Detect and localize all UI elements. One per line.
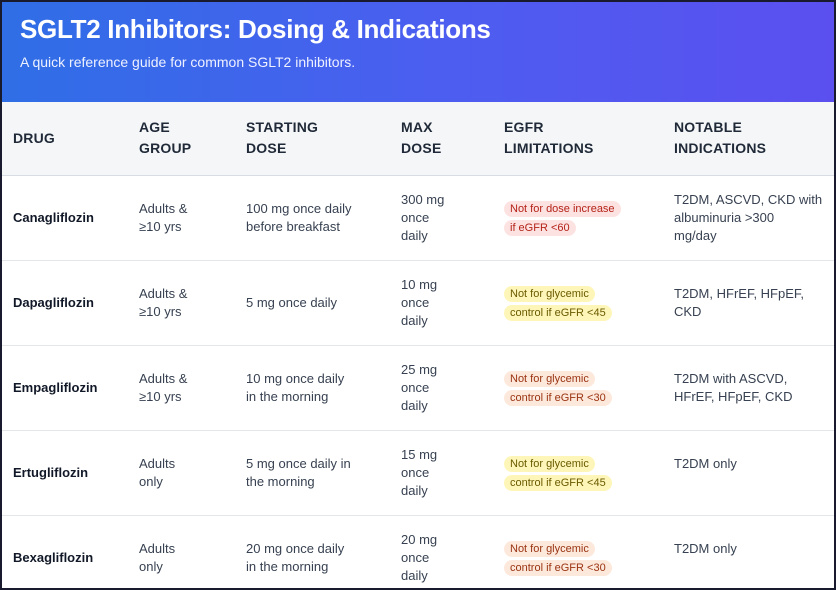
dosing-table: DRUG AGE GROUP STARTING DOSE MAX DOSE EGFR L… [2,102,834,588]
column-header-drug: DRUG [13,129,56,146]
column-header-notable-indications: NOTABLE INDICATIONS [674,119,767,157]
egfr-limitation: Not for glycemic control if eGFR <30 [494,515,664,588]
page-title: SGLT2 Inhibitors: Dosing & Indications [20,14,491,44]
page-header: SGLT2 Inhibitors: Dosing & Indications A… [2,2,834,102]
starting-dose: 20 mg once daily in the morning [246,540,345,574]
max-dose: 25 mg once daily [401,361,438,413]
age-group: Adults & ≥10 yrs [139,370,188,404]
egfr-badge: Not for glycemic control if eGFR <30 [504,540,612,576]
starting-dose: 100 mg once daily before breakfast [246,200,352,234]
age-group: Adults & ≥10 yrs [139,285,188,319]
starting-dose: 5 mg once daily in the morning [246,455,351,489]
age-group: Adults & ≥10 yrs [139,200,188,234]
age-group: Adults only [139,540,176,574]
notable-indications: T2DM only [674,540,737,556]
table-row: Bexagliflozin Adults only 20 mg once daily i… [2,515,834,588]
drug-name: Ertugliflozin [13,464,89,480]
table-body: Canagliflozin Adults & ≥10 yrs 100 mg once … [2,175,834,588]
notable-indications: T2DM with ASCVD, HFrEF, HFpEF, CKD [674,370,793,404]
starting-dose: 10 mg once daily in the morning [246,370,345,404]
drug-name: Dapagliflozin [13,294,94,310]
egfr-limitation: Not for glycemic control if eGFR <45 [494,260,664,345]
notable-indications: T2DM, HFrEF, HFpEF, CKD [674,285,805,319]
max-dose: 10 mg once daily [401,276,438,328]
table-row: Ertugliflozin Adults only 5 mg once daily i… [2,430,834,515]
starting-dose: 5 mg once daily [246,294,338,310]
table-row: Empagliflozin Adults & ≥10 yrs 10 mg once d… [2,345,834,430]
egfr-badge: Not for glycemic control if eGFR <30 [504,370,612,406]
max-dose: 20 mg once daily [401,531,438,583]
egfr-badge: Not for glycemic control if eGFR <45 [504,455,612,491]
column-header-egfr-limitations: EGFR LIMITATIONS [504,119,594,157]
page-subtitle: A quick reference guide for common SGLT2… [20,54,356,70]
egfr-limitation: Not for dose increase if eGFR <60 [494,175,664,260]
egfr-limitation: Not for glycemic control if eGFR <45 [494,430,664,515]
table-row: Dapagliflozin Adults & ≥10 yrs 5 mg once da… [2,260,834,345]
notable-indications: T2DM only [674,455,737,471]
egfr-badge: Not for glycemic control if eGFR <45 [504,285,612,321]
egfr-limitation: Not for glycemic control if eGFR <30 [494,345,664,430]
drug-name: Empagliflozin [13,379,98,395]
max-dose: 300 mg once daily [401,191,445,243]
egfr-badge: Not for dose increase if eGFR <60 [504,200,621,236]
column-header-age-group: AGE GROUP [139,119,192,157]
age-group: Adults only [139,455,176,489]
column-header-starting-dose: STARTING DOSE [246,119,319,157]
column-header-max-dose: MAX DOSE [401,119,442,157]
notable-indications: T2DM, ASCVD, CKD with albuminuria >300 mg/… [674,191,823,243]
drug-name: Bexagliflozin [13,549,94,565]
table-header-row: DRUG AGE GROUP STARTING DOSE MAX DOSE EGFR L… [2,102,834,175]
table-row: Canagliflozin Adults & ≥10 yrs 100 mg once … [2,175,834,260]
drug-name: Canagliflozin [13,209,94,225]
max-dose: 15 mg once daily [401,446,438,498]
